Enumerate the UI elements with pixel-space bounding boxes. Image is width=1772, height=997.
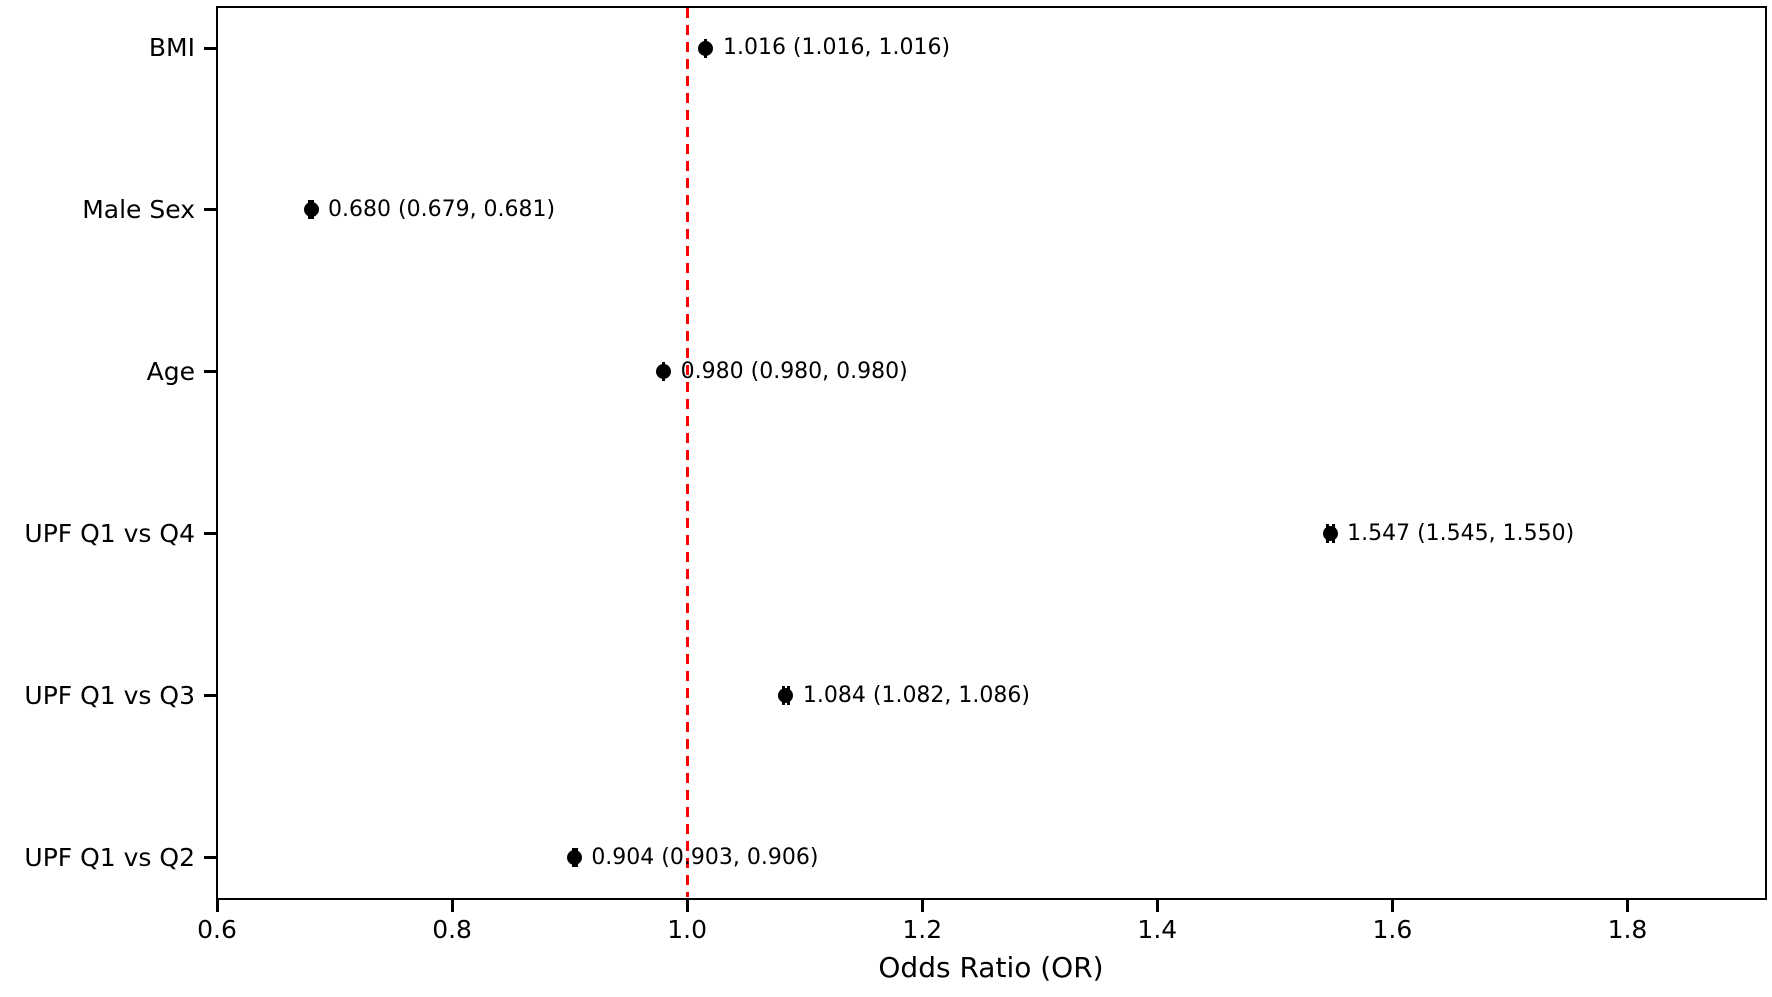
x-axis-label: Odds Ratio (OR) (878, 951, 1104, 984)
y-tick-label: UPF Q1 vs Q4 (24, 518, 195, 548)
x-tick-label: 0.6 (197, 915, 237, 944)
x-tick-label: 0.8 (432, 915, 472, 944)
y-tick-mark (204, 532, 216, 536)
x-tick-mark (920, 900, 924, 912)
x-tick-mark (215, 900, 219, 912)
y-tick-mark (204, 856, 216, 859)
data-point-marker (1322, 526, 1338, 542)
y-tick-mark (204, 208, 216, 212)
y-tick-mark (204, 694, 216, 698)
x-tick-label: 1.6 (1372, 915, 1413, 944)
x-tick-label: 1.8 (1607, 915, 1648, 944)
data-point-marker (698, 40, 714, 56)
or-annotation: 0.680 (0.679, 0.681) (328, 196, 556, 222)
plot-area (216, 6, 1767, 900)
data-point-marker (566, 850, 582, 865)
data-point-marker (778, 688, 794, 704)
y-tick-label: Male Sex (82, 194, 195, 224)
x-tick-label: 1.4 (1137, 915, 1178, 944)
x-tick-mark (450, 900, 454, 912)
y-tick-mark (204, 370, 216, 374)
x-tick-mark (1625, 900, 1629, 912)
or-annotation: 0.980 (0.980, 0.980) (680, 358, 908, 384)
x-tick-mark (1390, 900, 1394, 912)
x-tick-mark (685, 900, 689, 912)
data-point-marker (303, 202, 319, 218)
or-annotation: 1.016 (1.016, 1.016) (722, 35, 951, 60)
y-tick-label: UPF Q1 vs Q3 (24, 680, 195, 710)
y-tick-mark (204, 46, 216, 50)
x-tick-label: 1.0 (667, 915, 708, 944)
y-tick-label: BMI (148, 33, 195, 62)
x-tick-mark (1155, 900, 1159, 912)
data-point-marker (656, 364, 672, 380)
or-annotation: 1.547 (1.545, 1.550) (1347, 520, 1575, 546)
or-annotation: 0.904 (0.903, 0.906) (591, 844, 819, 870)
or-annotation: 1.084 (1.082, 1.086) (802, 682, 1030, 708)
reference-line (685, 8, 689, 897)
y-tick-label: UPF Q1 vs Q2 (24, 842, 195, 872)
x-tick-label: 1.2 (902, 915, 943, 944)
y-tick-label: Age (146, 356, 195, 386)
